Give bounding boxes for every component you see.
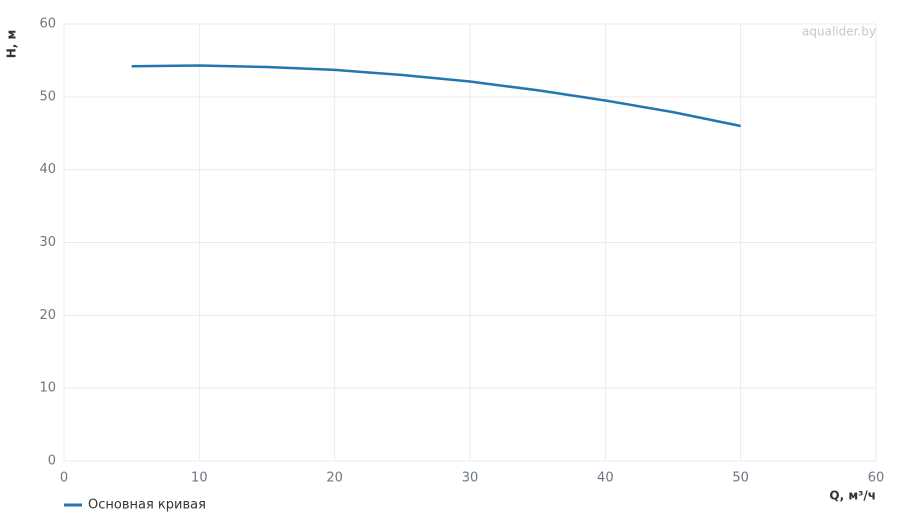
legend-label[interactable]: Основная кривая	[88, 498, 206, 513]
y-tick-label: 40	[39, 162, 56, 177]
x-tick-label: 20	[326, 471, 343, 486]
y-tick-label: 50	[39, 89, 56, 104]
y-tick-label: 20	[39, 308, 56, 323]
x-tick-label: 50	[732, 471, 749, 486]
y-tick-label: 0	[48, 454, 56, 469]
watermark: aqualider.by	[802, 25, 876, 39]
y-axis-label: H, м	[5, 30, 19, 59]
x-tick-label: 30	[462, 471, 479, 486]
y-tick-label: 30	[39, 235, 56, 250]
x-tick-label: 40	[597, 471, 614, 486]
x-tick-label: 0	[60, 471, 68, 486]
x-tick-label: 10	[191, 471, 208, 486]
series-line	[131, 64, 741, 128]
x-tick-label: 60	[868, 471, 885, 486]
y-tick-label: 60	[39, 17, 56, 32]
y-tick-label: 10	[39, 381, 56, 396]
x-axis-label: Q, м³/ч	[829, 489, 876, 503]
